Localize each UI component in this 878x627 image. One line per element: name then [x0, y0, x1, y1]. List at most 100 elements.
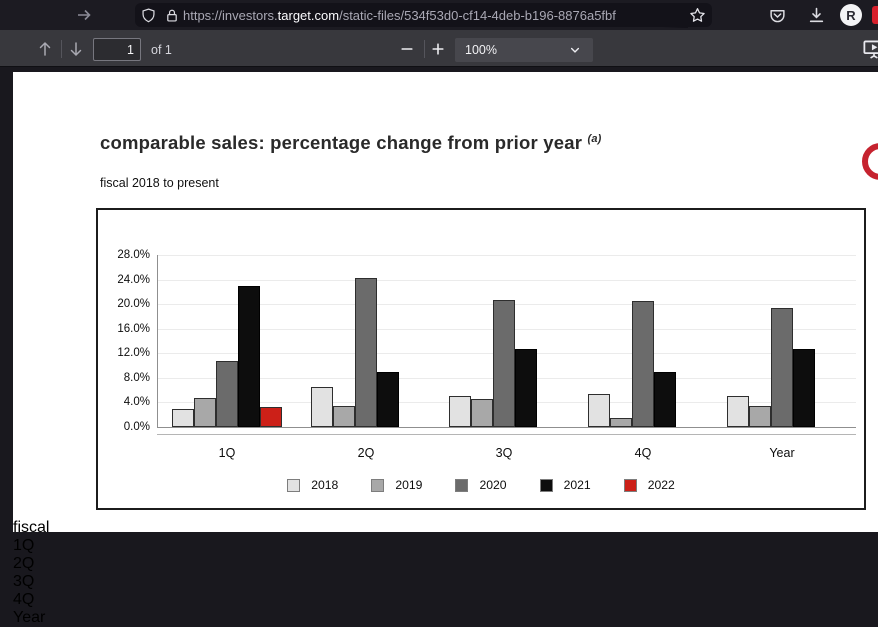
target-logo-partial	[862, 143, 878, 180]
page-number-input[interactable]	[93, 38, 141, 61]
legend-label: 2018	[311, 478, 339, 492]
forward-arrow-icon	[78, 9, 91, 21]
legend-swatch	[539, 478, 553, 492]
bar	[771, 308, 793, 427]
tracking-shield-icon[interactable]	[141, 7, 156, 23]
bar	[632, 301, 654, 427]
legend-item: 2018	[287, 478, 338, 492]
bar	[377, 372, 399, 427]
presentation-mode-button[interactable]	[863, 38, 878, 60]
chevron-down-icon	[570, 47, 580, 53]
legend-swatch	[287, 478, 301, 492]
y-tick-label: 12.0%	[117, 347, 150, 360]
y-axis-line	[157, 255, 158, 427]
clipped-text-token: 3Q	[13, 573, 35, 590]
pdf-toolbar: of 1 100%	[0, 30, 878, 67]
url-bar[interactable]: https://investors.target.com/static-file…	[135, 3, 712, 28]
bar	[654, 372, 676, 427]
clipped-text-token: Year	[13, 609, 46, 626]
legend-item: 2021	[539, 478, 591, 492]
clipped-text-token: 1Q	[13, 537, 35, 554]
browser-toolbar: https://investors.target.com/static-file…	[0, 0, 878, 30]
bar	[727, 396, 749, 427]
bar	[493, 299, 515, 427]
clipped-text-token: fiscal	[13, 519, 50, 536]
zoom-out-button[interactable]	[396, 38, 418, 60]
bar	[355, 277, 377, 427]
x-category-label: Year	[769, 446, 795, 460]
y-tick-label: 4.0%	[123, 396, 150, 409]
x-category-label: 4Q	[634, 446, 652, 460]
downloads-button[interactable]	[804, 3, 828, 27]
document-title: comparable sales: percentage change from…	[100, 132, 602, 153]
bar	[216, 360, 238, 427]
plus-icon	[432, 43, 444, 55]
y-tick-label: 0.0%	[123, 421, 150, 433]
pdf-page: fiscal 2018 to present comparable sales:…	[13, 72, 878, 626]
bar	[238, 286, 260, 427]
bar	[333, 406, 355, 427]
zoom-level-value: 100%	[465, 43, 497, 57]
legend-label: 2022	[647, 478, 675, 492]
x-axis-line	[157, 427, 856, 428]
clipped-text-token: 2Q	[13, 555, 35, 572]
zoom-level-select[interactable]: 100%	[455, 38, 593, 62]
toolbar-divider	[424, 40, 425, 58]
x-category-label: 2Q	[357, 446, 375, 460]
x-category-label: 3Q	[495, 446, 513, 460]
y-tick-label: 28.0%	[117, 249, 150, 261]
page-count-label: of 1	[151, 43, 172, 57]
legend-label: 2020	[479, 478, 507, 492]
download-icon	[809, 7, 823, 22]
bar	[194, 397, 216, 427]
document-subtitle: fiscal 2018 to present	[100, 176, 219, 190]
axis-shadow-line	[157, 434, 856, 435]
bar	[260, 406, 282, 427]
bar	[749, 406, 771, 427]
y-tick-label: 16.0%	[117, 322, 150, 335]
legend-swatch	[623, 478, 637, 492]
bookmark-star-icon[interactable]	[689, 7, 706, 24]
next-page-button[interactable]	[64, 37, 88, 61]
legend-label: 2021	[563, 478, 591, 492]
legend-item: 2022	[623, 478, 675, 492]
bar	[515, 348, 537, 427]
legend-label: 2019	[395, 478, 423, 492]
y-tick-label: 24.0%	[117, 273, 150, 286]
bar	[793, 348, 815, 427]
legend-item: 2019	[371, 478, 422, 492]
x-category-label: 1Q	[218, 446, 236, 460]
gridline	[157, 255, 856, 256]
legend-swatch	[455, 478, 469, 492]
bar	[172, 408, 194, 427]
title-footnote-marker: (a)	[587, 132, 602, 145]
chart-legend: 2018 2019 2020 2021 2022	[98, 478, 864, 492]
bar	[588, 394, 610, 427]
arrow-up-icon	[39, 41, 51, 56]
bar	[311, 387, 333, 427]
toolbar-divider	[61, 40, 62, 58]
lock-icon[interactable]	[165, 8, 179, 23]
comparable-sales-chart: 0.0% 4.0% 8.0% 12.0% 16.0% 20.0% 24.0% 28.0% 1Q 2…	[96, 208, 866, 510]
bar	[610, 417, 632, 427]
clipped-text-token: 4Q	[13, 591, 35, 608]
forward-button[interactable]	[72, 3, 96, 27]
pocket-icon	[769, 9, 785, 22]
account-avatar[interactable]: R	[840, 4, 862, 26]
presentation-icon	[863, 40, 878, 59]
legend-item: 2020	[455, 478, 507, 492]
minus-icon	[401, 48, 413, 50]
zoom-in-button[interactable]	[427, 38, 449, 60]
bar	[471, 399, 493, 427]
gridline	[157, 279, 856, 281]
url-text: https://investors.target.com/static-file…	[183, 7, 616, 23]
arrow-down-icon	[70, 42, 82, 57]
extension-icon[interactable]	[872, 6, 878, 24]
url-domain: target.com	[277, 7, 340, 23]
previous-page-button[interactable]	[33, 37, 57, 61]
y-tick-label: 20.0%	[117, 298, 150, 311]
pocket-button[interactable]	[765, 3, 789, 27]
bar	[449, 395, 471, 427]
y-tick-label: 8.0%	[123, 371, 150, 384]
